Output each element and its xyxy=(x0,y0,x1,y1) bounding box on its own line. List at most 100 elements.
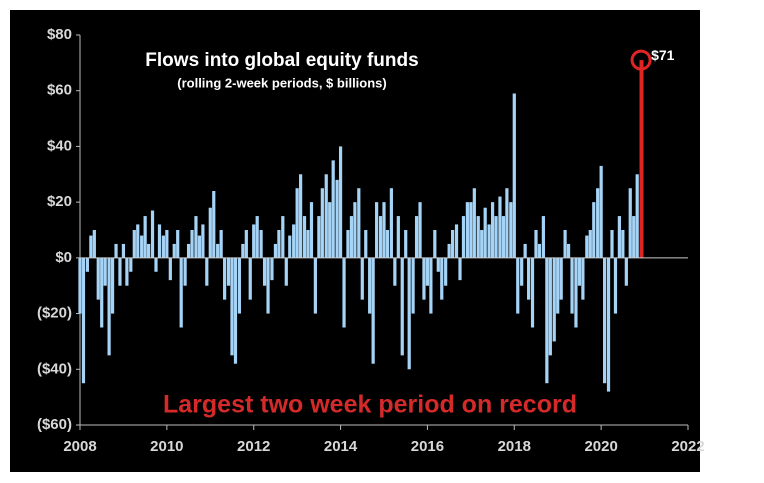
bar xyxy=(118,257,122,286)
bar xyxy=(465,202,469,258)
y-tick-label: ($60) xyxy=(37,416,72,433)
bar xyxy=(295,188,299,258)
bar xyxy=(212,191,216,258)
bar xyxy=(364,230,368,258)
bar xyxy=(186,243,191,258)
bar xyxy=(205,257,209,286)
bar xyxy=(360,257,364,300)
bar xyxy=(530,257,535,328)
bar xyxy=(165,230,169,258)
bar xyxy=(320,188,324,258)
bar xyxy=(577,257,582,286)
bar xyxy=(563,230,567,258)
bar xyxy=(639,60,644,258)
bar xyxy=(461,216,466,258)
bar xyxy=(132,230,136,258)
bar xyxy=(161,235,165,258)
bar xyxy=(140,235,144,258)
bar xyxy=(176,230,180,258)
bar xyxy=(411,257,415,314)
bar xyxy=(400,257,404,356)
x-tick-label: 2016 xyxy=(411,438,444,455)
bar xyxy=(284,257,288,286)
chart-subtitle: (rolling 2-week periods, $ billions) xyxy=(177,75,386,90)
bar xyxy=(588,230,592,258)
bar xyxy=(248,257,252,300)
x-tick-label: 2008 xyxy=(63,438,96,455)
bar xyxy=(603,257,607,384)
bar xyxy=(292,224,296,258)
bar xyxy=(393,257,397,286)
bar xyxy=(451,230,455,258)
x-tick-label: 2020 xyxy=(584,438,617,455)
bar xyxy=(480,230,484,258)
y-tick-label: $20 xyxy=(47,193,72,210)
bar xyxy=(396,216,400,258)
bar xyxy=(407,257,411,370)
bar xyxy=(266,257,270,314)
bar xyxy=(100,257,104,328)
bar xyxy=(382,202,386,258)
bar xyxy=(458,257,462,281)
bar xyxy=(440,257,444,300)
bar xyxy=(190,230,194,258)
bar xyxy=(328,202,332,258)
bar xyxy=(375,202,379,258)
bar xyxy=(92,230,96,258)
bar xyxy=(208,207,212,258)
bar xyxy=(346,230,350,258)
bar xyxy=(433,230,437,258)
bar xyxy=(85,257,89,272)
bar xyxy=(216,243,220,258)
bar xyxy=(418,202,422,258)
y-tick-label: $80 xyxy=(47,26,72,43)
bar xyxy=(309,202,314,258)
bar xyxy=(556,257,560,314)
bar xyxy=(230,257,234,356)
bar xyxy=(378,216,383,258)
bar xyxy=(338,146,343,258)
y-tick-label: $0 xyxy=(55,249,72,266)
bar xyxy=(223,257,227,300)
bar xyxy=(342,257,346,328)
bar xyxy=(548,257,552,356)
x-tick-label: 2010 xyxy=(150,438,183,455)
bar xyxy=(313,257,317,314)
y-tick-label: $60 xyxy=(47,82,72,99)
y-tick-label: ($20) xyxy=(37,305,72,322)
bar xyxy=(143,216,147,258)
bar xyxy=(197,235,202,258)
bar xyxy=(574,257,578,328)
bar xyxy=(617,216,621,258)
bar xyxy=(472,188,476,258)
bar xyxy=(357,188,361,258)
bar xyxy=(596,188,600,258)
bar xyxy=(150,210,155,258)
bar xyxy=(422,257,426,300)
bar xyxy=(121,243,126,258)
bar xyxy=(317,216,321,258)
bar xyxy=(520,257,524,286)
chart-title: Flows into global equity funds xyxy=(145,50,418,71)
bar xyxy=(523,243,527,258)
bar xyxy=(509,202,513,258)
bar xyxy=(505,188,509,258)
bar xyxy=(581,257,585,300)
bar xyxy=(103,257,107,286)
bar xyxy=(516,257,520,314)
bar xyxy=(385,230,390,258)
bar xyxy=(147,243,151,258)
bar xyxy=(537,243,542,258)
bar xyxy=(429,257,433,314)
bar xyxy=(527,257,531,300)
bar xyxy=(624,257,628,286)
bar xyxy=(335,179,339,258)
bar xyxy=(306,230,310,258)
bar xyxy=(262,257,267,286)
highlight-circle xyxy=(630,49,652,71)
bar xyxy=(414,216,419,258)
bar xyxy=(129,257,133,272)
bar xyxy=(570,257,574,314)
bar xyxy=(259,230,263,258)
